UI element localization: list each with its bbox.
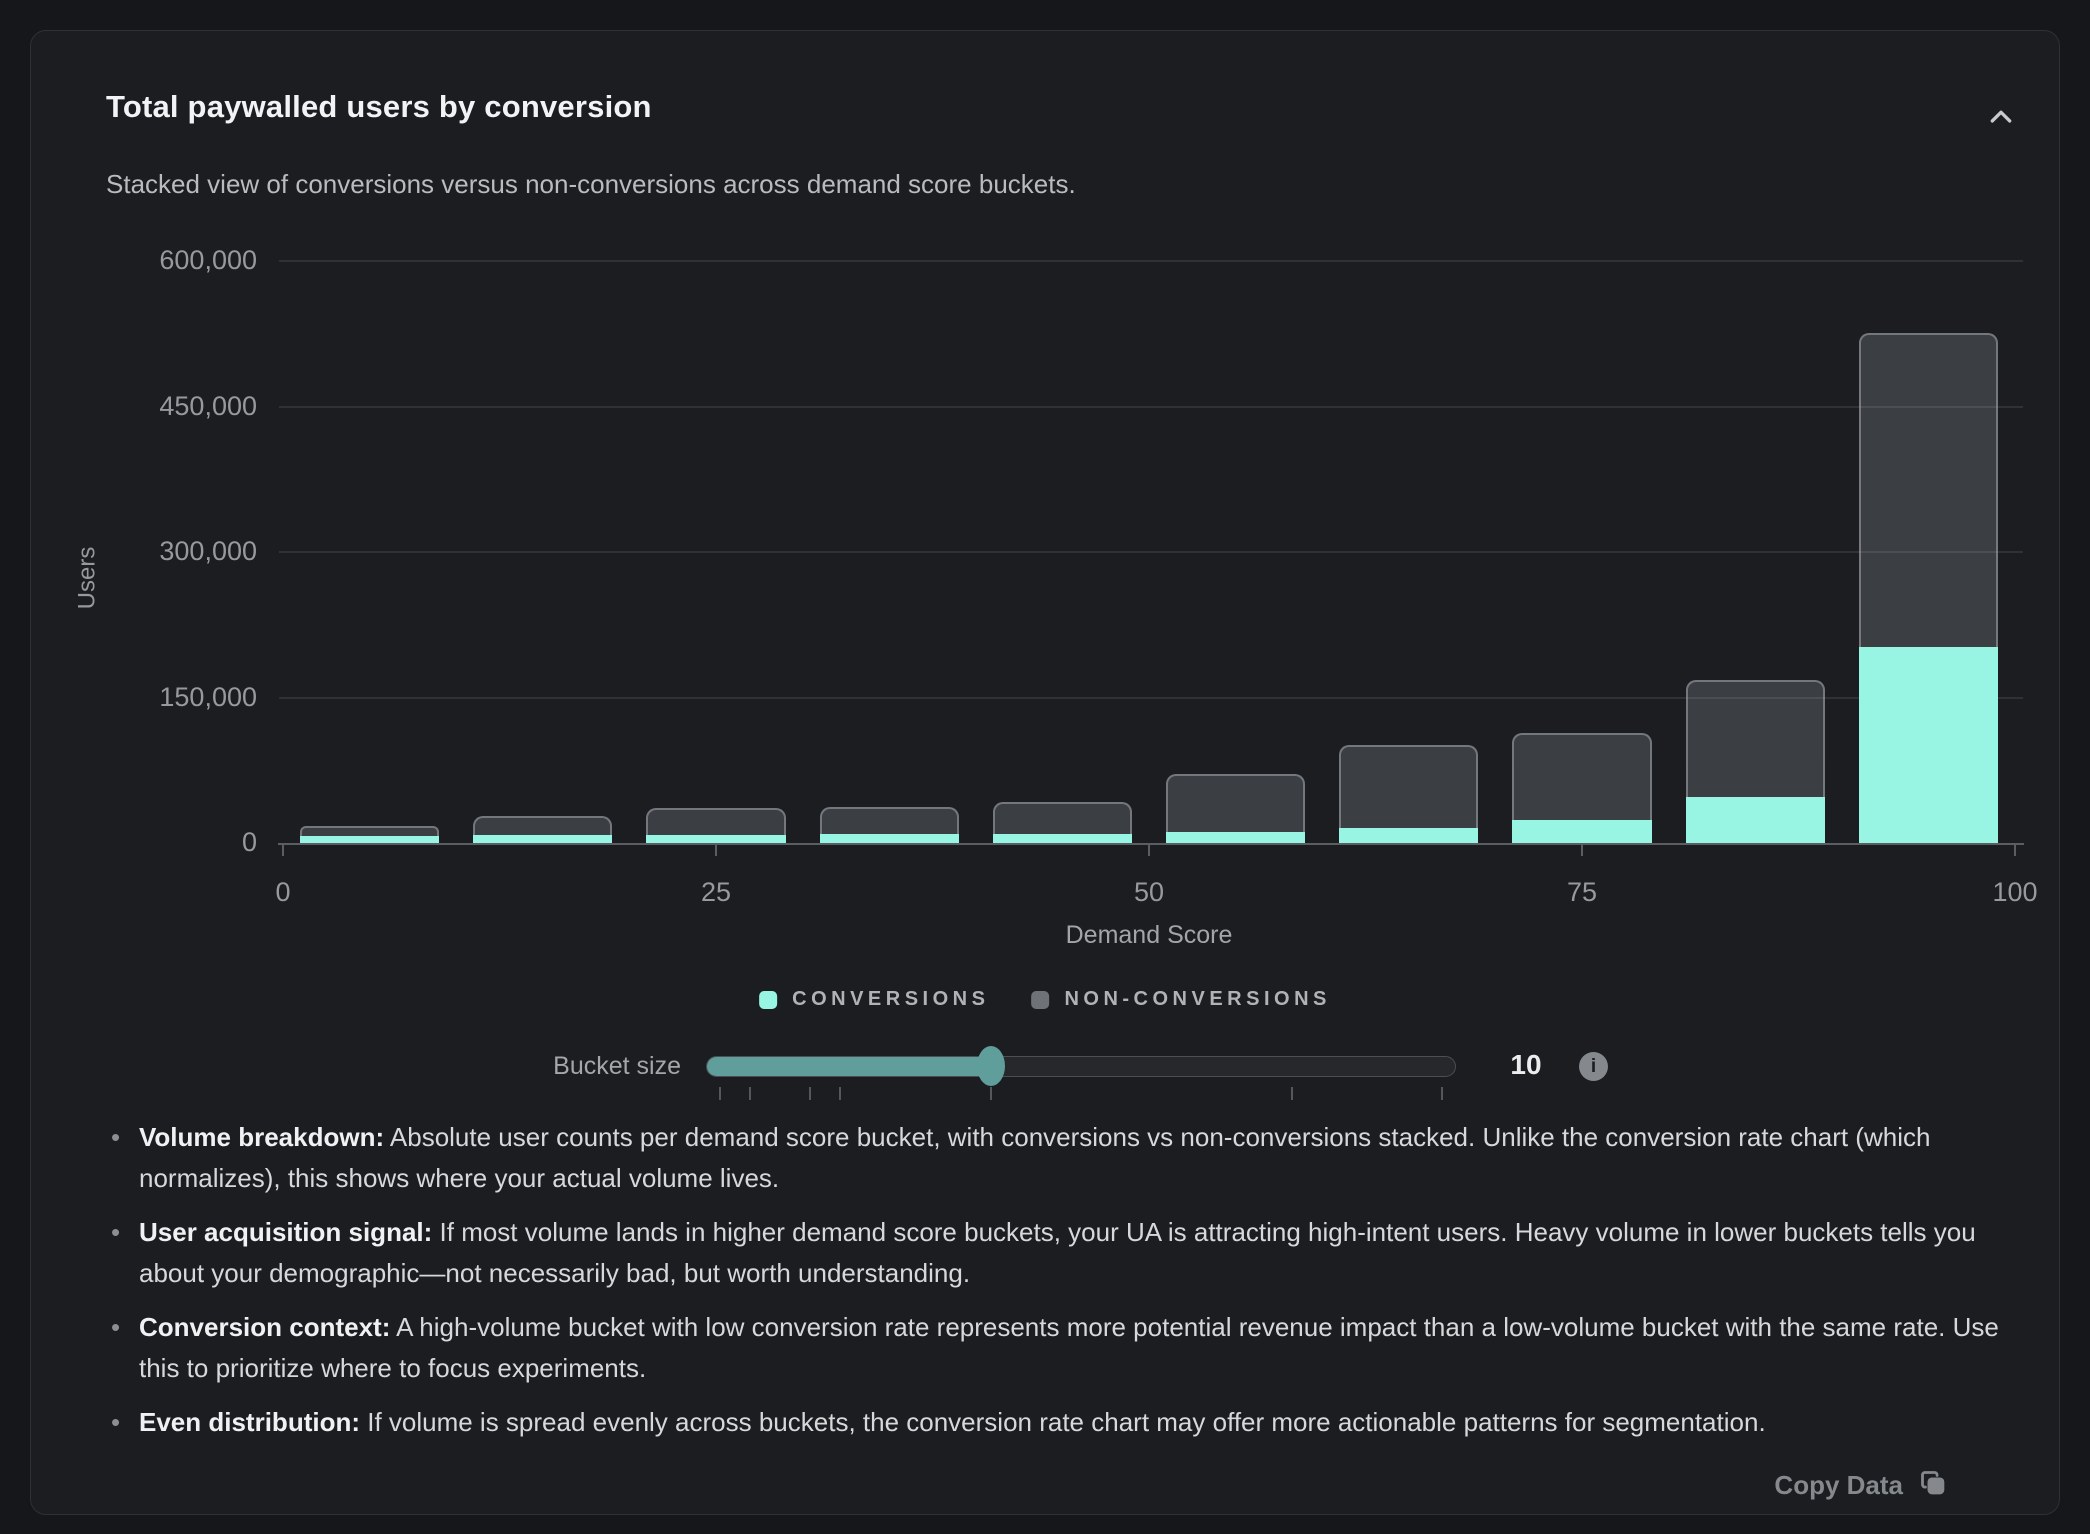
bar-segment-conversions[interactable] — [1512, 820, 1652, 843]
note-lead: Conversion context: — [139, 1312, 391, 1342]
y-axis-tick-label: 450,000 — [159, 390, 257, 421]
x-axis-tick-label: 0 — [275, 877, 291, 907]
slider-filled-range — [707, 1057, 992, 1076]
bar-segment-conversions[interactable] — [646, 835, 786, 843]
x-axis-tick-label: 25 — [700, 877, 732, 907]
x-axis-line — [278, 843, 2024, 845]
chart-card: Total paywalled users by conversion Stac… — [30, 30, 2060, 1515]
bar-segment-non-conversions[interactable] — [646, 808, 786, 836]
slider-tick — [809, 1087, 812, 1100]
slider-tick — [1441, 1087, 1443, 1100]
copy-icon — [1919, 1469, 1947, 1502]
y-axis-title: Users — [73, 546, 101, 610]
x-axis-tick-label: 100 — [1992, 877, 2038, 907]
bar-segment-conversions[interactable] — [992, 834, 1132, 843]
slider-tick — [1290, 1087, 1293, 1100]
x-axis-tick — [2014, 845, 2016, 856]
bar-segment-non-conversions[interactable] — [1685, 679, 1825, 798]
collapse-button[interactable] — [1979, 97, 2023, 141]
note-item: Volume breakdown: Absolute user counts p… — [109, 1117, 2009, 1199]
chevron-up-icon — [1982, 98, 2020, 141]
x-axis-tick — [1581, 845, 1583, 856]
bucket-size-slider-track[interactable] — [706, 1056, 1456, 1077]
bar-segment-non-conversions[interactable] — [819, 807, 959, 835]
note-lead: Volume breakdown: — [139, 1122, 385, 1152]
bar-segment-non-conversions[interactable] — [300, 826, 440, 836]
gridline — [279, 405, 2023, 408]
legend-swatch — [759, 990, 778, 1009]
info-icon[interactable]: i — [1579, 1052, 1608, 1081]
bar-segment-conversions[interactable] — [1339, 828, 1479, 843]
gridline — [279, 260, 2023, 262]
note-text: Absolute user counts per demand score bu… — [139, 1122, 1931, 1193]
legend-label: CONVERSIONS — [792, 988, 990, 1010]
bar-segment-non-conversions[interactable] — [473, 816, 613, 836]
copy-data-label: Copy Data — [1774, 1470, 1903, 1500]
bar-segment-conversions[interactable] — [1858, 647, 1998, 843]
copy-data-button[interactable]: Copy Data — [1774, 1469, 1947, 1502]
legend-item-conversions[interactable]: CONVERSIONS — [759, 988, 989, 1011]
card-title: Total paywalled users by conversion — [106, 89, 652, 124]
note-text: If volume is spread evenly across bucket… — [360, 1407, 1766, 1437]
bar-segment-non-conversions[interactable] — [1339, 745, 1479, 829]
bucket-size-label: Bucket size — [553, 1052, 681, 1080]
y-axis-tick-label: 150,000 — [159, 681, 257, 712]
x-axis-tick — [1148, 845, 1150, 856]
bar-segment-non-conversions[interactable] — [1512, 733, 1652, 821]
bar-segment-conversions[interactable] — [1685, 797, 1825, 843]
note-item: Conversion context: A high-volume bucket… — [109, 1307, 2009, 1389]
gridline — [279, 696, 2023, 699]
note-item: Even distribution: If volume is spread e… — [109, 1402, 2009, 1443]
y-axis-tick-label: 300,000 — [159, 536, 257, 566]
x-axis-tick-label: 75 — [1566, 877, 1598, 907]
bar-segment-non-conversions[interactable] — [1858, 332, 1998, 648]
slider-tick — [839, 1087, 842, 1100]
note-lead: User acquisition signal: — [139, 1217, 433, 1247]
y-axis-tick-label: 600,000 — [159, 245, 257, 275]
note-text: If most volume lands in higher demand sc… — [139, 1217, 1976, 1288]
note-lead: Even distribution: — [139, 1407, 360, 1437]
slider-tick — [989, 1087, 992, 1100]
x-axis-tick — [282, 845, 284, 856]
bar-segment-conversions[interactable] — [300, 836, 440, 843]
slider-tick — [719, 1087, 721, 1100]
x-axis-tick — [715, 845, 717, 856]
insight-notes-list: Volume breakdown: Absolute user counts p… — [109, 1117, 2009, 1456]
legend-swatch — [1031, 990, 1050, 1009]
x-axis-tick-label: 50 — [1133, 877, 1165, 907]
x-axis-title: Demand Score — [1065, 921, 1233, 949]
bar-segment-conversions[interactable] — [819, 834, 959, 843]
bar-segment-conversions[interactable] — [473, 835, 613, 843]
bucket-size-value: 10 — [1510, 1049, 1542, 1080]
bar-segment-conversions[interactable] — [1166, 831, 1306, 843]
y-axis-tick-label: 0 — [241, 827, 257, 857]
gridline — [279, 551, 2023, 553]
bar-segment-non-conversions[interactable] — [992, 802, 1132, 835]
chart-legend: CONVERSIONS NON-CONVERSIONS — [759, 988, 1331, 1011]
card-subtitle: Stacked view of conversions versus non-c… — [106, 169, 1076, 199]
note-text: A high-volume bucket with low conversion… — [139, 1312, 1999, 1383]
legend-label: NON-CONVERSIONS — [1064, 988, 1331, 1010]
bucket-size-slider-thumb[interactable] — [976, 1046, 1005, 1086]
slider-tick — [749, 1087, 752, 1100]
legend-item-non-conversions[interactable]: NON-CONVERSIONS — [1031, 988, 1330, 1011]
note-item: User acquisition signal: If most volume … — [109, 1212, 2009, 1294]
bar-segment-non-conversions[interactable] — [1166, 774, 1306, 832]
